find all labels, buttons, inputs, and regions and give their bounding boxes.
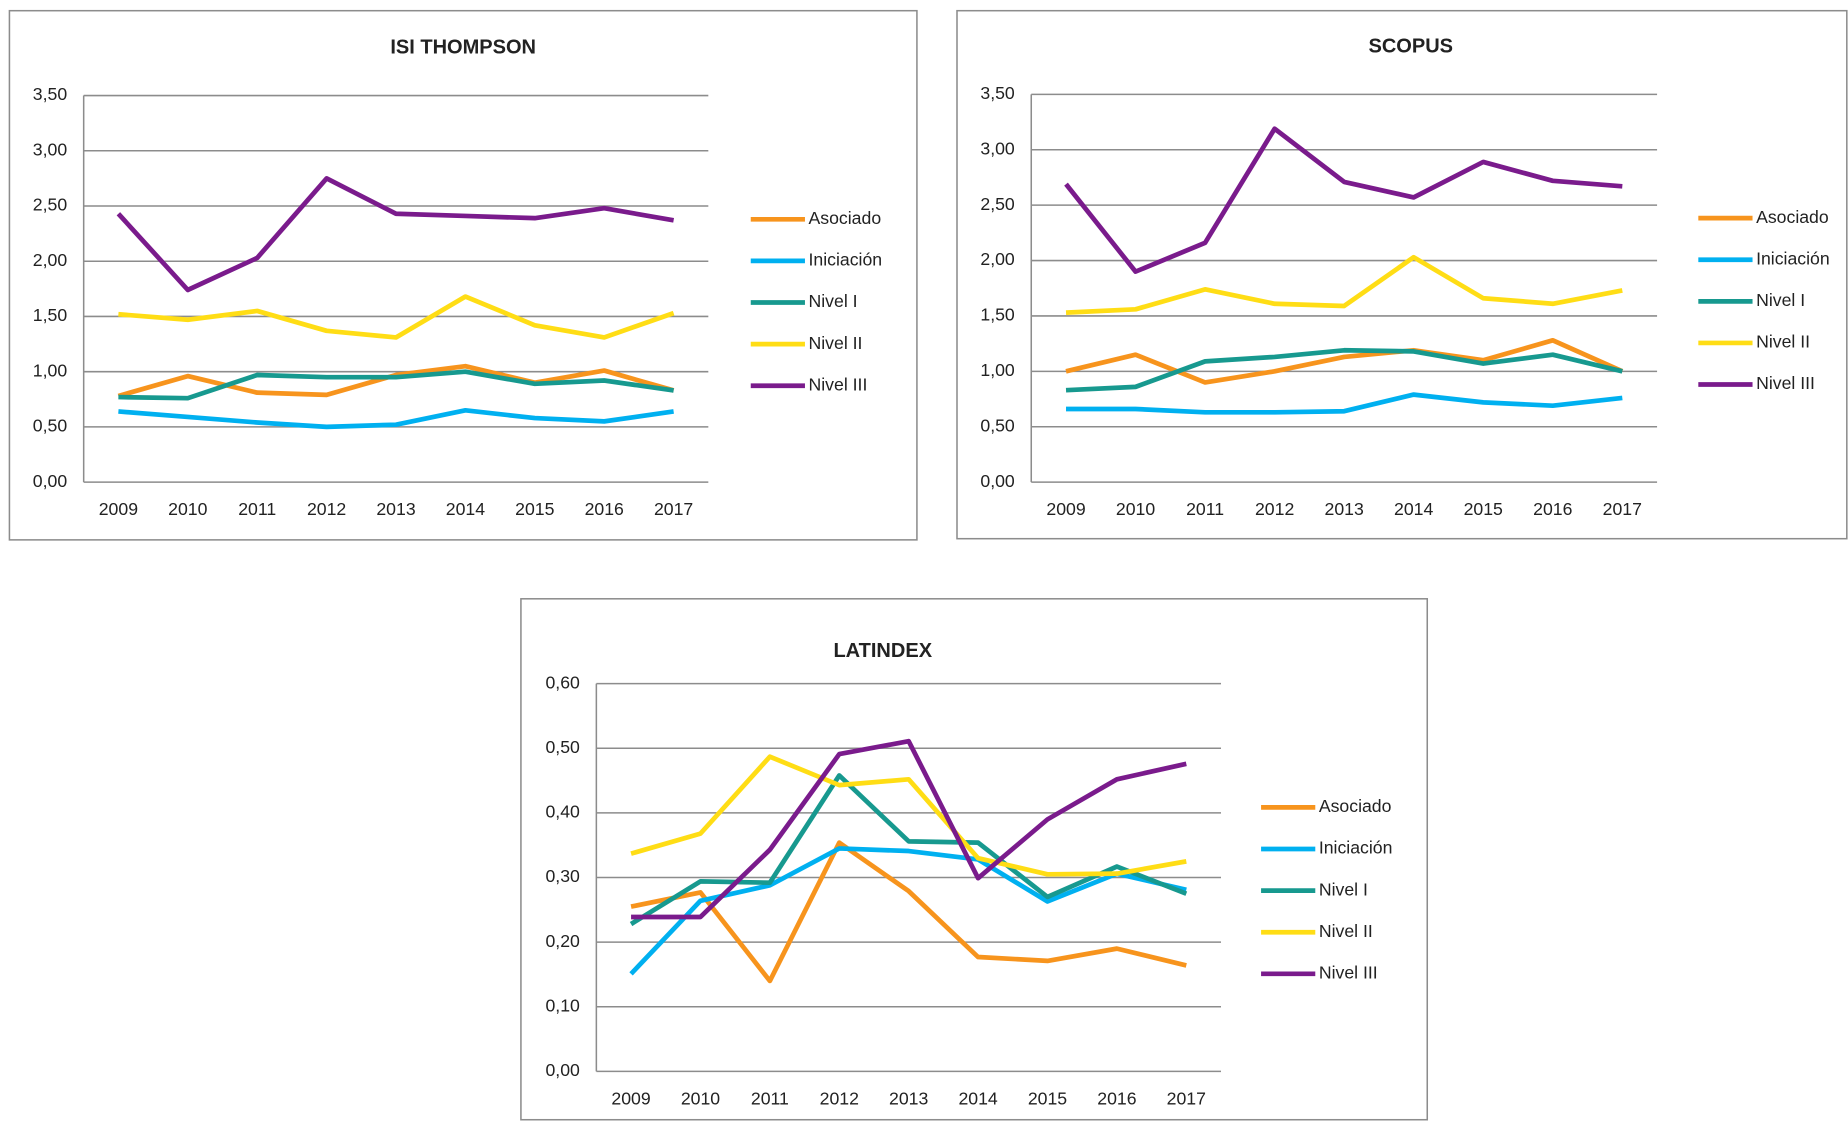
x-tick-label: 2009 xyxy=(1046,499,1085,519)
x-tick-label: 2013 xyxy=(376,499,415,519)
y-tick-label: 0,50 xyxy=(33,416,68,436)
y-tick-label: 1,00 xyxy=(33,360,68,380)
data-line xyxy=(118,369,674,401)
data-line xyxy=(630,754,1187,877)
legend-label: Nivel III xyxy=(809,374,868,394)
y-tick-label: 2,00 xyxy=(33,250,68,270)
y-tick-label: 1,00 xyxy=(980,360,1015,380)
chart-title: LATINDEX xyxy=(833,640,932,662)
x-tick-label: 2011 xyxy=(1186,499,1224,519)
x-tick-label: 2012 xyxy=(820,1088,859,1108)
x-tick-label: 2013 xyxy=(889,1088,928,1108)
x-tick-label: 2017 xyxy=(1167,1088,1206,1108)
x-tick-label: 2015 xyxy=(1464,499,1503,519)
data-line xyxy=(1064,126,1623,274)
legend-label: Iniciación xyxy=(809,250,883,270)
legend-label: Nivel II xyxy=(1319,921,1373,941)
y-tick-label: 2,50 xyxy=(980,194,1015,214)
x-tick-label: 2015 xyxy=(515,499,554,519)
legend-label: Nivel II xyxy=(809,333,863,353)
chart-title: SCOPUS xyxy=(1368,36,1453,58)
x-tick-label: 2009 xyxy=(99,499,138,519)
legend-label: Nivel III xyxy=(1319,962,1378,982)
y-tick-label: 2,00 xyxy=(980,249,1015,269)
y-tick-label: 0,50 xyxy=(545,737,580,757)
y-tick-label: 3,00 xyxy=(33,139,68,159)
x-tick-label: 2013 xyxy=(1325,499,1364,519)
legend-label: Asociado xyxy=(1319,796,1392,816)
data-line xyxy=(1066,392,1623,415)
x-tick-label: 2015 xyxy=(1028,1088,1067,1108)
legend-label: Nivel I xyxy=(1319,879,1368,899)
legend-label: Asociado xyxy=(809,208,882,228)
x-tick-label: 2014 xyxy=(446,499,485,519)
chart-frame xyxy=(8,9,918,541)
data-line xyxy=(631,738,1187,920)
data-line xyxy=(1065,347,1623,393)
x-tick-label: 2010 xyxy=(681,1088,720,1108)
y-tick-label: 0,00 xyxy=(545,1060,580,1080)
x-tick-label: 2009 xyxy=(611,1088,650,1108)
x-tick-label: 2016 xyxy=(1533,499,1572,519)
data-line xyxy=(1065,254,1623,315)
x-tick-label: 2014 xyxy=(958,1088,997,1108)
x-tick-label: 2017 xyxy=(654,499,693,519)
legend-label: Nivel II xyxy=(1756,332,1810,352)
x-tick-label: 2010 xyxy=(168,499,207,519)
data-line xyxy=(629,773,1188,927)
y-tick-label: 1,50 xyxy=(980,305,1015,325)
y-tick-label: 0,00 xyxy=(33,471,68,491)
y-tick-label: 0,20 xyxy=(545,931,580,951)
y-tick-label: 1,50 xyxy=(33,305,68,325)
y-tick-label: 0,40 xyxy=(545,802,580,822)
x-tick-label: 2012 xyxy=(307,499,346,519)
y-tick-label: 0,10 xyxy=(545,995,580,1015)
y-tick-label: 2,50 xyxy=(33,195,68,215)
data-line xyxy=(118,294,675,340)
y-tick-label: 3,50 xyxy=(980,83,1015,103)
x-tick-label: 2010 xyxy=(1116,499,1155,519)
data-line xyxy=(1065,337,1624,385)
legend-label: Nivel I xyxy=(1756,290,1805,310)
x-tick-label: 2014 xyxy=(1394,499,1433,519)
legend-label: Iniciación xyxy=(1319,838,1393,858)
x-tick-label: 2016 xyxy=(585,499,624,519)
legend-label: Iniciación xyxy=(1756,248,1830,268)
x-tick-label: 2016 xyxy=(1097,1088,1136,1108)
data-line xyxy=(118,407,674,430)
legend-label: Asociado xyxy=(1756,207,1829,227)
x-tick-label: 2011 xyxy=(751,1088,789,1108)
y-tick-label: 3,00 xyxy=(980,138,1015,158)
x-tick-label: 2017 xyxy=(1603,499,1642,519)
y-tick-label: 0,60 xyxy=(545,672,580,692)
chart-frame xyxy=(956,9,1848,540)
y-tick-label: 0,00 xyxy=(980,471,1015,491)
y-tick-label: 3,50 xyxy=(33,84,68,104)
data-line xyxy=(116,176,675,293)
y-tick-label: 0,50 xyxy=(980,415,1015,435)
y-tick-label: 0,30 xyxy=(545,866,580,886)
x-tick-label: 2012 xyxy=(1255,499,1294,519)
legend-label: Nivel I xyxy=(809,291,858,311)
legend-label: Nivel III xyxy=(1756,373,1815,393)
chart-title: ISI THOMPSON xyxy=(390,37,536,59)
data-line xyxy=(630,840,1187,984)
x-tick-label: 2011 xyxy=(238,499,276,519)
